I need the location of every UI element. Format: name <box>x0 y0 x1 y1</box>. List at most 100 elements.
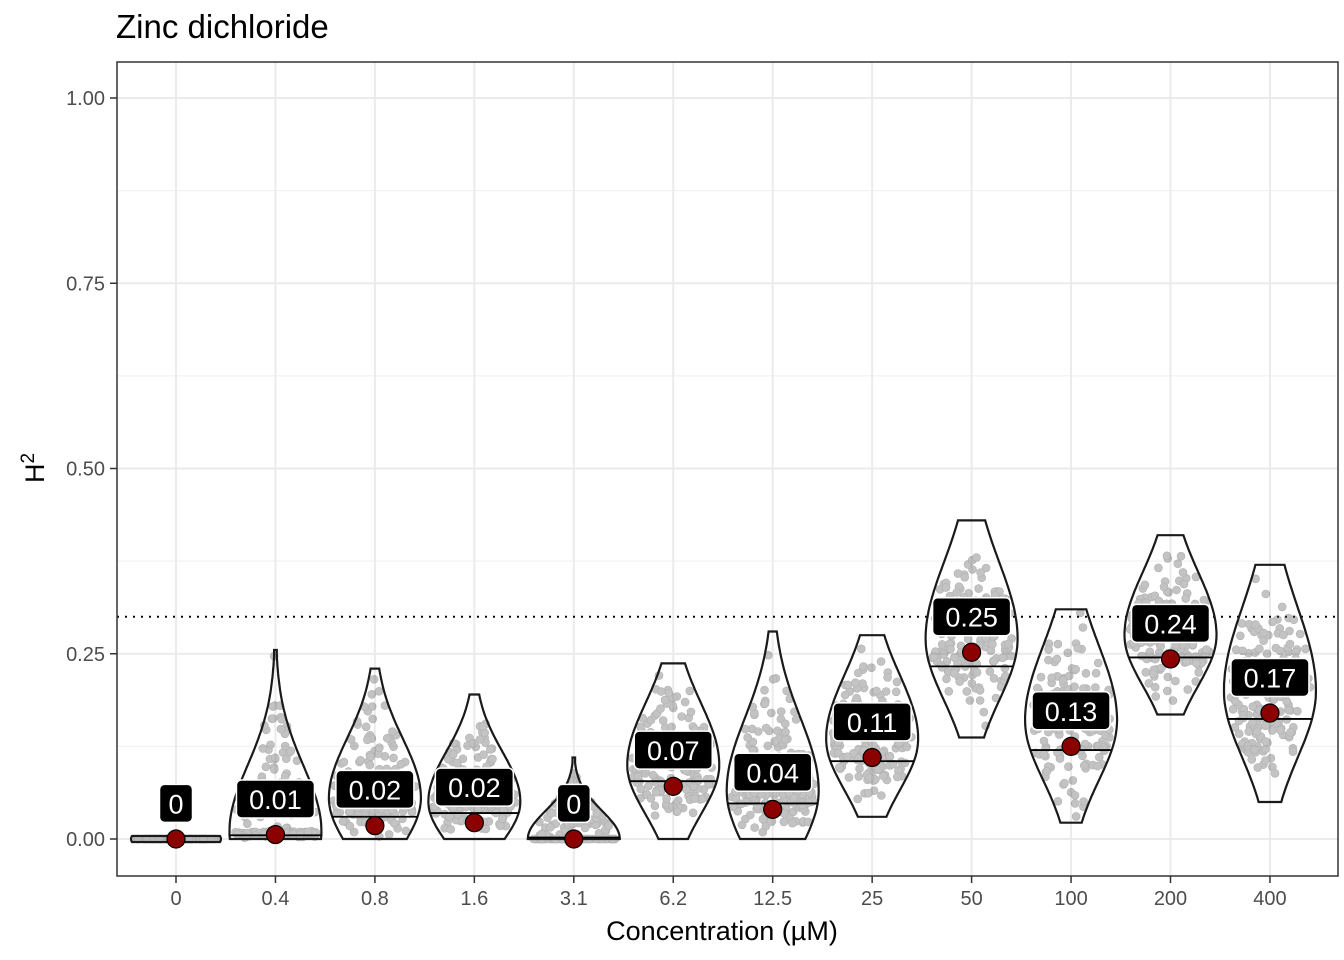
jitter-point <box>690 794 700 803</box>
jitter-point <box>341 817 351 827</box>
jitter-point <box>270 753 280 763</box>
jitter-point <box>480 733 490 743</box>
jitter-point <box>389 753 398 763</box>
jitter-point <box>1001 651 1011 661</box>
jitter-point <box>588 817 598 827</box>
jitter-point <box>791 816 801 826</box>
jitter-point <box>892 677 902 687</box>
jitter-point <box>788 818 797 828</box>
jitter-point <box>440 809 449 819</box>
jitter-point <box>247 827 256 837</box>
jitter-point <box>992 654 1001 663</box>
jitter-point <box>986 646 996 656</box>
jitter-point <box>1247 755 1257 764</box>
x-tick-label: 100 <box>1054 888 1087 910</box>
jitter-point <box>859 662 868 671</box>
violin-outline <box>1123 534 1218 716</box>
jitter-point <box>1060 778 1069 788</box>
jitter-point <box>284 748 294 757</box>
jitter-point <box>1293 706 1302 716</box>
jitter-point <box>264 745 273 755</box>
jitter-point <box>832 742 841 752</box>
jitter-point <box>873 765 883 775</box>
jitter-point <box>1155 647 1164 657</box>
jitter-point <box>486 757 496 767</box>
jitter-point <box>1181 594 1190 603</box>
jitter-point <box>475 735 485 744</box>
jitter-point <box>962 687 972 696</box>
jitter-point <box>367 702 377 711</box>
jitter-point <box>1192 658 1201 668</box>
jitter-point <box>1002 645 1012 654</box>
jitter-point <box>661 799 671 809</box>
jitter-point <box>349 827 359 837</box>
jitter-point <box>1257 630 1266 640</box>
jitter-point <box>939 649 949 659</box>
jitter-point <box>1070 682 1079 692</box>
y-tick-label: 0.25 <box>66 644 105 666</box>
mean-point <box>464 813 484 833</box>
jitter-point <box>1182 573 1191 583</box>
jitter-point <box>1080 761 1089 770</box>
jitter-point <box>974 584 983 593</box>
jitter-point <box>1254 624 1263 633</box>
jitter-point <box>1259 746 1268 756</box>
x-tick-label: 200 <box>1154 888 1187 910</box>
jitter-point <box>776 714 786 724</box>
jitter-point <box>1237 619 1247 628</box>
jitter-point <box>1262 649 1272 659</box>
jitter-point <box>1050 657 1059 667</box>
jitter-point <box>652 709 662 718</box>
jitter-point <box>374 686 384 696</box>
violin-group: 0.13 <box>1023 608 1119 824</box>
jitter-point <box>1173 559 1183 569</box>
jitter-point <box>830 749 840 758</box>
jitter-point <box>880 770 890 780</box>
jitter-point <box>747 724 757 734</box>
jitter-point <box>900 758 910 768</box>
jitter-point <box>1058 675 1068 684</box>
jitter-point <box>1237 739 1247 749</box>
jitter-point <box>1036 672 1046 682</box>
jitter-point <box>942 674 951 684</box>
jitter-point <box>261 762 271 772</box>
jitter-point <box>745 740 755 750</box>
jitter-point <box>353 810 363 820</box>
jitter-point <box>1080 739 1090 749</box>
value-label-box <box>633 730 713 770</box>
jitter-point <box>478 722 488 731</box>
jitter-point <box>1231 696 1240 706</box>
jitter-point <box>1150 672 1159 681</box>
x-axis-title: Concentration (µM) <box>606 916 838 946</box>
violin-outline <box>626 662 721 841</box>
jitter-point <box>849 748 858 758</box>
jitter-point <box>1271 643 1281 653</box>
value-label: 0 <box>566 789 581 819</box>
jitter-point <box>753 727 763 736</box>
jitter-point <box>365 750 375 760</box>
jitter-point <box>797 792 807 802</box>
jitter-point <box>282 823 292 833</box>
jitter-point <box>1288 747 1298 757</box>
jitter-point <box>268 702 278 711</box>
jitter-point <box>1064 762 1073 772</box>
jitter-point <box>452 744 462 754</box>
jitter-point <box>547 820 557 830</box>
jitter-point <box>1292 645 1302 654</box>
x-tick-label: 0.4 <box>262 888 290 910</box>
jitter-point <box>1236 631 1245 641</box>
jitter-point <box>933 651 943 661</box>
jitter-point <box>1058 675 1068 685</box>
value-label: 0.07 <box>647 736 700 766</box>
violin-outline <box>427 693 522 841</box>
violin-outline <box>327 667 422 841</box>
jitter-point <box>473 753 483 762</box>
jitter-point <box>1240 737 1249 746</box>
jitter-point <box>391 820 401 829</box>
jitter-point <box>807 792 817 802</box>
y-tick-label: 0.50 <box>66 459 105 481</box>
jitter-point <box>391 730 401 740</box>
jitter-point <box>876 657 886 666</box>
jitter-point <box>1285 626 1294 636</box>
jitter-point <box>481 738 490 747</box>
